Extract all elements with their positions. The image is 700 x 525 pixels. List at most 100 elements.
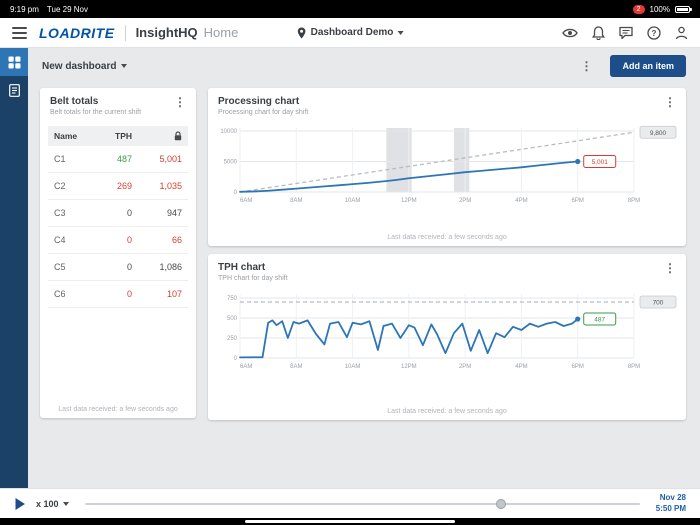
user-icon[interactable] bbox=[675, 26, 688, 40]
sidebar-item-reports[interactable] bbox=[0, 76, 28, 104]
header-divider bbox=[124, 24, 126, 41]
timeline-handle[interactable] bbox=[495, 498, 506, 509]
chevron-down-icon bbox=[121, 64, 128, 68]
tph-chart-subtitle: TPH chart for day shift bbox=[218, 275, 288, 282]
toolbar-kebab-icon[interactable]: ⋮ bbox=[580, 59, 593, 73]
svg-text:5,001: 5,001 bbox=[592, 159, 609, 166]
belt-totals-title: Belt totals bbox=[50, 96, 99, 107]
belt-name: C3 bbox=[54, 208, 66, 218]
svg-text:0: 0 bbox=[234, 190, 238, 196]
svg-text:0: 0 bbox=[234, 356, 238, 362]
svg-text:6AM: 6AM bbox=[240, 198, 252, 204]
svg-text:10AM: 10AM bbox=[345, 364, 361, 370]
belt-total-value: 947 bbox=[166, 208, 182, 218]
belt-total-value: 5,001 bbox=[159, 154, 182, 164]
svg-text:500: 500 bbox=[227, 316, 238, 322]
add-item-button[interactable]: Add an item bbox=[610, 55, 686, 77]
home-indicator[interactable] bbox=[245, 519, 455, 524]
tph-chart-title: TPH chart bbox=[218, 262, 266, 273]
dashboard-selector-label: Dashboard Demo bbox=[310, 27, 394, 38]
playback-datetime: Nov 28 5:50 PM bbox=[656, 493, 686, 514]
chat-icon[interactable] bbox=[619, 26, 633, 39]
help-icon[interactable]: ? bbox=[647, 25, 661, 40]
belt-tph-value: 0 bbox=[126, 262, 132, 272]
svg-text:250: 250 bbox=[227, 336, 238, 342]
belt-tph-value: 487 bbox=[116, 154, 132, 164]
belt-totals-subtitle: Belt totals for the current shift bbox=[50, 109, 142, 116]
svg-text:?: ? bbox=[652, 29, 657, 38]
belt-totals-kebab-icon[interactable]: ⋮ bbox=[174, 95, 186, 109]
belt-name: C2 bbox=[54, 181, 66, 191]
col-tph-header: TPH bbox=[115, 131, 132, 141]
chevron-down-icon bbox=[62, 501, 69, 506]
play-button[interactable] bbox=[14, 497, 26, 511]
svg-text:8PM: 8PM bbox=[628, 364, 640, 370]
table-row: C6 0 107 bbox=[48, 281, 188, 308]
battery-icon bbox=[675, 5, 692, 13]
app-header: LOADRITE InsightHQ Home Dashboard Demo ? bbox=[0, 18, 700, 48]
col-name-header: Name bbox=[54, 131, 78, 141]
playback-speed-label: x 100 bbox=[36, 498, 59, 509]
table-row: C4 0 66 bbox=[48, 227, 188, 254]
belt-name: C6 bbox=[54, 289, 66, 299]
tph-chart-footer: Last data received: a few seconds ago bbox=[387, 408, 507, 415]
home-bar bbox=[0, 518, 700, 525]
dashboard-grid-icon bbox=[8, 56, 20, 68]
belt-name: C5 bbox=[54, 262, 66, 272]
belt-tph-value: 0 bbox=[126, 208, 132, 218]
playback-time: 5:50 PM bbox=[655, 503, 686, 513]
table-row: C3 0 947 bbox=[48, 200, 188, 227]
belt-total-value: 66 bbox=[171, 235, 182, 245]
play-icon bbox=[15, 497, 25, 510]
belt-table-header: Name TPH bbox=[48, 126, 188, 146]
svg-text:750: 750 bbox=[227, 296, 238, 302]
svg-text:9,800: 9,800 bbox=[650, 130, 667, 137]
chevron-down-icon bbox=[397, 30, 404, 35]
bell-icon[interactable] bbox=[592, 25, 605, 40]
dashboard-selector[interactable]: Dashboard Demo bbox=[297, 27, 404, 39]
sidebar-item-dashboards[interactable] bbox=[0, 48, 28, 76]
notification-badge: 2 bbox=[632, 4, 645, 14]
tph-chart: 0 250 500 750 6AM 8AM 10AM 12PM 2PM 4PM 6PM 8PM 700 4… bbox=[208, 284, 686, 386]
main-content: New dashboard ⋮ Add an item Belt totals … bbox=[28, 48, 700, 488]
belt-totals-footer: Last data received: a few seconds ago bbox=[58, 406, 178, 413]
menu-icon[interactable] bbox=[12, 26, 27, 39]
timeline-slider[interactable] bbox=[84, 497, 640, 511]
processing-chart: 0 5000 10000 6AM 8AM 10AM 12PM 2PM 4PM 6PM 8PM 9,80… bbox=[208, 118, 686, 220]
battery-percent: 100% bbox=[649, 4, 670, 14]
belt-totals-table: Name TPH C1 487 5,001 C2 269 1,035 C3 0 947 C4 0 66… bbox=[48, 126, 188, 308]
page-title: Home bbox=[203, 25, 239, 40]
belt-total-value: 1,035 bbox=[159, 181, 182, 191]
svg-text:487: 487 bbox=[594, 317, 605, 324]
belt-name: C4 bbox=[54, 235, 66, 245]
belt-table-body: C1 487 5,001 C2 269 1,035 C3 0 947 C4 0 66 C5 0 1,086 C… bbox=[48, 146, 188, 308]
dashboard-name-selector[interactable]: New dashboard bbox=[42, 60, 128, 72]
svg-text:12PM: 12PM bbox=[401, 198, 417, 204]
svg-text:8AM: 8AM bbox=[290, 198, 302, 204]
lock-icon bbox=[132, 131, 182, 141]
playback-speed-selector[interactable]: x 100 bbox=[36, 499, 69, 509]
location-pin-icon bbox=[297, 27, 306, 38]
playback-bar: x 100 Nov 28 5:50 PM bbox=[0, 488, 700, 518]
svg-text:2PM: 2PM bbox=[459, 364, 471, 370]
svg-text:6PM: 6PM bbox=[572, 364, 584, 370]
tph-chart-kebab-icon[interactable]: ⋮ bbox=[664, 261, 676, 275]
svg-text:10000: 10000 bbox=[220, 129, 237, 135]
svg-text:5000: 5000 bbox=[224, 160, 238, 166]
eye-icon[interactable] bbox=[562, 27, 578, 39]
svg-text:2PM: 2PM bbox=[459, 198, 471, 204]
svg-text:8AM: 8AM bbox=[290, 364, 302, 370]
belt-name: C1 bbox=[54, 154, 66, 164]
status-time: 9:19 pm bbox=[10, 4, 39, 14]
processing-chart-kebab-icon[interactable]: ⋮ bbox=[664, 95, 676, 109]
report-doc-icon bbox=[8, 83, 20, 97]
tph-chart-card: TPH chart TPH chart for day shift ⋮ 0 250… bbox=[208, 254, 686, 420]
svg-text:12PM: 12PM bbox=[401, 364, 417, 370]
status-bar: 9:19 pm Tue 29 Nov 2 100% bbox=[0, 0, 700, 18]
table-row: C1 487 5,001 bbox=[48, 146, 188, 173]
dashboard-toolbar: New dashboard ⋮ Add an item bbox=[28, 48, 700, 84]
svg-text:10AM: 10AM bbox=[345, 198, 361, 204]
svg-text:700: 700 bbox=[653, 300, 664, 307]
dashboard-name: New dashboard bbox=[42, 60, 117, 72]
processing-chart-title: Processing chart bbox=[218, 96, 300, 107]
